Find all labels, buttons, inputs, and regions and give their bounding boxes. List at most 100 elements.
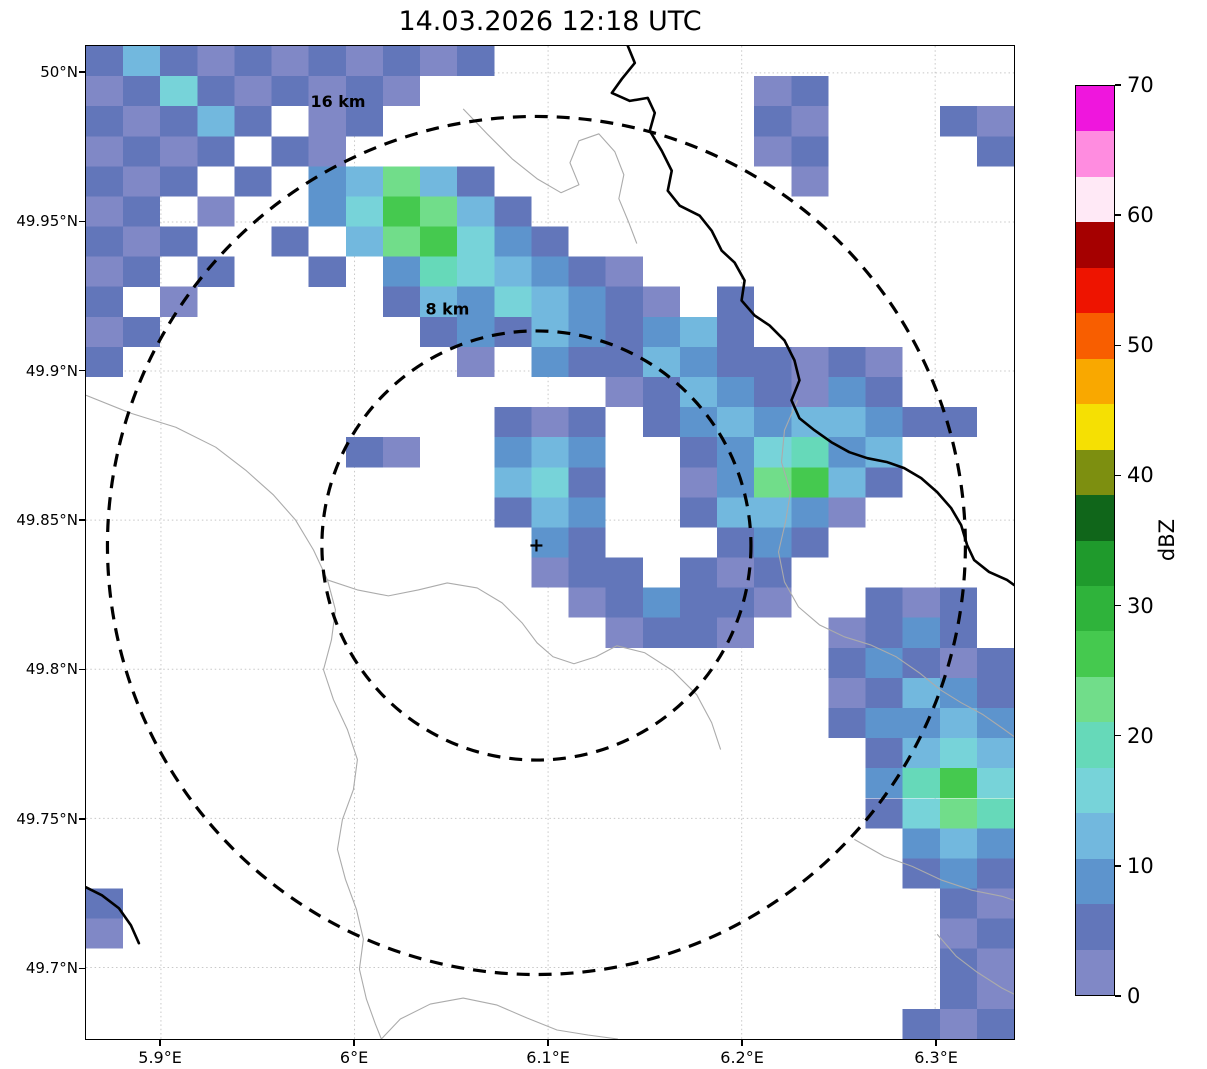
radar-cell (568, 346, 606, 377)
radar-cell (791, 527, 829, 558)
colorbar-band (1076, 858, 1114, 905)
radar-cell (642, 617, 680, 648)
colorbar-tick-mark (1115, 735, 1121, 737)
figure-title: 14.03.2026 12:18 UTC (398, 6, 702, 37)
radar-cell (754, 106, 792, 137)
radar-cell (754, 587, 792, 618)
radar-cell (457, 196, 495, 227)
radar-cell (865, 587, 903, 618)
radar-cell (86, 166, 124, 197)
radar-cell (939, 738, 977, 769)
radar-cell (717, 467, 755, 498)
colorbar (1075, 85, 1115, 996)
radar-cell (494, 467, 532, 498)
radar-cell (828, 346, 866, 377)
radar-cell (420, 286, 458, 317)
y-tick-mark (79, 519, 85, 521)
radar-cell (568, 497, 606, 528)
colorbar-tick-mark (1115, 995, 1121, 997)
x-tick-mark (353, 1040, 355, 1046)
radar-cell (791, 467, 829, 498)
colorbar-bands (1076, 86, 1114, 995)
colorbar-tick-mark (1115, 84, 1121, 86)
x-tick-mark (741, 1040, 743, 1046)
radar-cell (939, 768, 977, 799)
radar-cell (828, 707, 866, 739)
radar-cell (939, 106, 977, 137)
radar-cell (717, 617, 755, 648)
y-tick-mark (79, 220, 85, 222)
colorbar-tick-label: 10 (1127, 853, 1154, 878)
radar-cell (605, 557, 643, 588)
map-plot-area: 8 km 16 km (85, 45, 1015, 1040)
radar-cell (531, 557, 569, 588)
colorbar-tick-mark (1115, 865, 1121, 867)
range-ring-label: 16 km (311, 92, 366, 111)
radar-cell (902, 828, 940, 859)
y-tick-mark (79, 668, 85, 671)
radar-map: 8 km 16 km (86, 46, 1014, 1039)
radar-cell (828, 467, 866, 498)
radar-cell (976, 677, 1014, 709)
radar-cell (494, 437, 532, 468)
radar-cell (123, 76, 161, 107)
radar-cell (976, 136, 1014, 167)
radar-cell (123, 226, 161, 257)
y-tick-mark (79, 967, 85, 969)
radar-cell (531, 497, 569, 528)
radar-cell (197, 46, 235, 77)
colorbar-band (1076, 903, 1114, 950)
radar-cell (791, 106, 829, 137)
radar-cell (939, 888, 977, 919)
radar-cell (308, 136, 346, 167)
radar-cell (717, 316, 755, 347)
colorbar-band (1076, 267, 1114, 314)
radar-cell (271, 76, 309, 107)
radar-cell (197, 136, 235, 167)
radar-cell (86, 196, 124, 227)
radar-cell (754, 76, 792, 107)
radar-cell (123, 166, 161, 197)
radar-cell (717, 407, 755, 438)
radar-cell (605, 617, 643, 648)
radar-cell (345, 196, 383, 227)
colorbar-band (1076, 221, 1114, 268)
radar-cell (605, 346, 643, 377)
radar-cell (345, 166, 383, 197)
radar-cell (382, 256, 421, 287)
colorbar-band (1076, 676, 1114, 723)
x-tick-label: 6.3°E (914, 1048, 958, 1067)
colorbar-tick-label: 20 (1127, 723, 1154, 748)
radar-cell (123, 106, 161, 137)
radar-cell (568, 256, 606, 287)
radar-cell (976, 738, 1014, 769)
y-tick-label: 49.85°N (16, 511, 78, 530)
y-tick-label: 50°N (40, 62, 78, 81)
radar-cell (86, 888, 124, 919)
radar-cell (123, 256, 161, 287)
radar-cell (939, 828, 977, 859)
radar-cell (197, 106, 235, 137)
colorbar-band (1076, 721, 1114, 768)
y-tick-mark (79, 369, 85, 372)
radar-cell (457, 46, 495, 77)
radar-cell (828, 647, 866, 678)
radar-cell (494, 256, 532, 287)
radar-cell (902, 587, 940, 618)
radar-cell (86, 346, 124, 377)
radar-cell (382, 166, 421, 197)
radar-cell (345, 106, 383, 137)
radar-cell (902, 1008, 940, 1039)
radar-cell (976, 918, 1014, 949)
colorbar-label: dBZ (1155, 518, 1179, 562)
radar-cell (679, 587, 718, 618)
radar-site-marker (530, 539, 543, 552)
radar-cell (865, 617, 903, 648)
radar-cell (976, 888, 1014, 919)
radar-cell (679, 467, 718, 498)
radar-cell (902, 407, 940, 438)
radar-echoes (86, 46, 1014, 1039)
radar-cell (679, 497, 718, 528)
radar-cell (568, 316, 606, 347)
radar-cell (345, 226, 383, 257)
